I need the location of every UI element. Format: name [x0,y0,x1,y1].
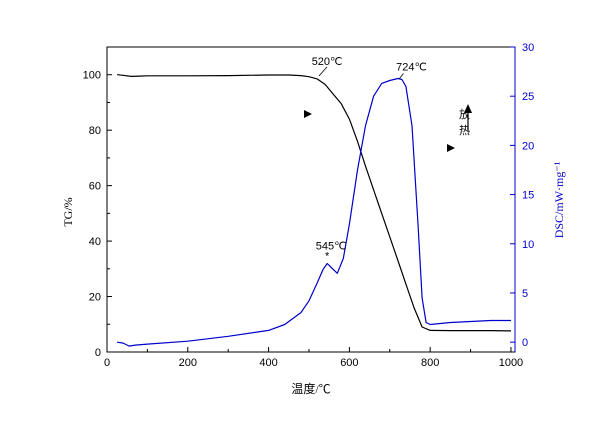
tg-curve-arrow [304,110,312,118]
x-tick-label: 400 [259,357,277,369]
annotation-layer: 520℃ 724℃ *545℃ 放热 [312,56,470,263]
left-y-tick-label: 40 [89,236,101,248]
right-y-tick-label: 5 [522,288,528,300]
left-y-tick-label: 80 [89,125,101,137]
right-y-tick-label: 30 [522,42,534,54]
exotherm-label: 热 [459,124,470,137]
x-axis-title: 温度/℃ [291,381,330,396]
left-y-tick-label: 60 [89,181,101,193]
x-tick-label: 800 [421,357,439,369]
left-y-axis-ticks: 0 20 40 60 80 100 [83,46,112,359]
series-layer [117,74,512,347]
exotherm-arrow-head [464,104,472,113]
right-y-axis-ticks: 0 5 10 15 20 25 30 [510,42,534,352]
dsc-curve-arrow [447,144,455,152]
left-y-tick-label: 20 [89,292,101,304]
left-y-tick-label: 100 [83,70,101,82]
exotherm-label: 放 [459,107,470,121]
x-tick-label: 200 [179,357,197,369]
right-y-tick-label: 20 [522,140,534,152]
annotation-label: 724℃ [396,61,427,73]
x-tick-label: 600 [340,357,358,369]
right-y-tick-label: 0 [522,337,528,349]
annotation-label: 545℃ [316,240,347,252]
annot-leader [399,73,404,79]
right-y-tick-label: 10 [522,239,534,251]
right-y-axis-title: DSC/mW·mg⁻¹ [552,161,566,238]
annot-leader [318,66,328,77]
right-y-tick-label: 25 [522,91,534,103]
annotation-label: 520℃ [312,56,343,68]
peak-marker: * [325,250,330,262]
left-y-tick-label: 0 [95,347,101,359]
x-tick-label: 1000 [499,357,523,369]
x-axis-ticks: 0 200 400 600 800 1000 [104,347,523,369]
plot-frame [106,46,516,353]
dsc-curve [117,77,511,347]
left-y-axis-title: TG/% [61,197,75,226]
right-y-tick-label: 15 [522,190,534,202]
tg-curve [117,74,512,332]
x-tick-label: 0 [104,357,110,369]
